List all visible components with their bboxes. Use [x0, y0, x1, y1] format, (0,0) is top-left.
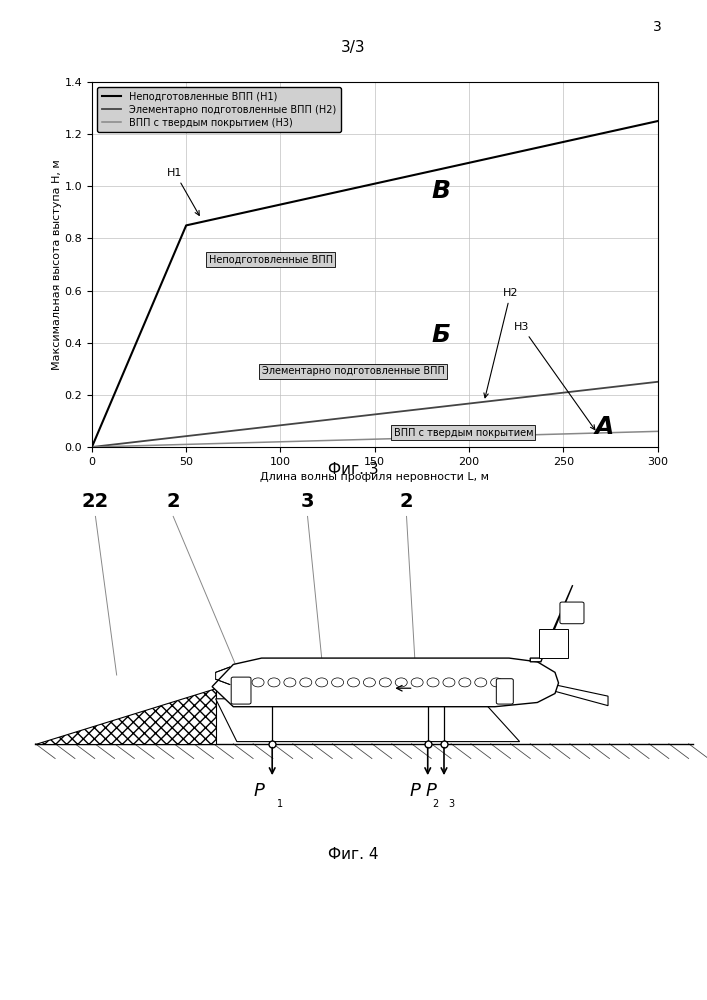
- Text: $\mathit{P}$: $\mathit{P}$: [409, 782, 421, 800]
- Polygon shape: [216, 699, 520, 742]
- Text: Фиг. 3: Фиг. 3: [328, 462, 379, 477]
- Circle shape: [395, 678, 407, 687]
- Circle shape: [347, 678, 360, 687]
- Circle shape: [411, 678, 423, 687]
- Text: A: A: [595, 415, 614, 439]
- Text: Б: Б: [431, 323, 450, 347]
- Text: $_2$: $_2$: [432, 796, 439, 810]
- Text: 3: 3: [653, 20, 662, 34]
- Circle shape: [332, 678, 344, 687]
- Text: 22: 22: [82, 492, 109, 511]
- Y-axis label: Максимальная высота выступа H, м: Максимальная высота выступа H, м: [52, 159, 62, 370]
- X-axis label: Длина волны профиля неровности L, м: Длина волны профиля неровности L, м: [260, 472, 489, 482]
- Text: 3/3: 3/3: [341, 40, 366, 55]
- FancyBboxPatch shape: [496, 679, 513, 704]
- FancyBboxPatch shape: [560, 602, 584, 624]
- Circle shape: [427, 678, 439, 687]
- Text: Фиг. 4: Фиг. 4: [328, 847, 379, 862]
- Polygon shape: [534, 680, 608, 706]
- Text: 3: 3: [300, 492, 315, 511]
- Text: В: В: [431, 180, 450, 204]
- Text: H1: H1: [168, 168, 199, 215]
- Circle shape: [284, 678, 296, 687]
- Circle shape: [459, 678, 471, 687]
- Circle shape: [300, 678, 312, 687]
- Circle shape: [252, 678, 264, 687]
- Text: $\mathit{P}$: $\mathit{P}$: [253, 782, 266, 800]
- Text: 2: 2: [399, 492, 414, 511]
- Text: H2: H2: [484, 288, 518, 398]
- Text: $\mathit{P}$: $\mathit{P}$: [425, 782, 438, 800]
- Polygon shape: [212, 658, 559, 707]
- FancyBboxPatch shape: [539, 629, 568, 658]
- Circle shape: [380, 678, 392, 687]
- Text: 2: 2: [166, 492, 180, 511]
- Text: $_1$: $_1$: [276, 796, 284, 810]
- Circle shape: [268, 678, 280, 687]
- Circle shape: [475, 678, 487, 687]
- Circle shape: [363, 678, 375, 687]
- Legend: Неподготовленные ВПП (Н1), Элементарно подготовленные ВПП (Н2), ВПП с твердым по: Неподготовленные ВПП (Н1), Элементарно п…: [97, 87, 341, 132]
- Text: Неподготовленные ВПП: Неподготовленные ВПП: [209, 254, 333, 264]
- Polygon shape: [530, 585, 573, 662]
- Circle shape: [443, 678, 455, 687]
- FancyBboxPatch shape: [231, 677, 251, 704]
- Text: $_3$: $_3$: [448, 796, 455, 810]
- Polygon shape: [35, 688, 216, 744]
- Text: Элементарно подготовленные ВПП: Элементарно подготовленные ВПП: [262, 366, 445, 376]
- Text: ВПП с твердым покрытием: ВПП с твердым покрытием: [394, 428, 533, 438]
- Circle shape: [316, 678, 328, 687]
- Text: H3: H3: [514, 322, 595, 430]
- Circle shape: [491, 678, 503, 687]
